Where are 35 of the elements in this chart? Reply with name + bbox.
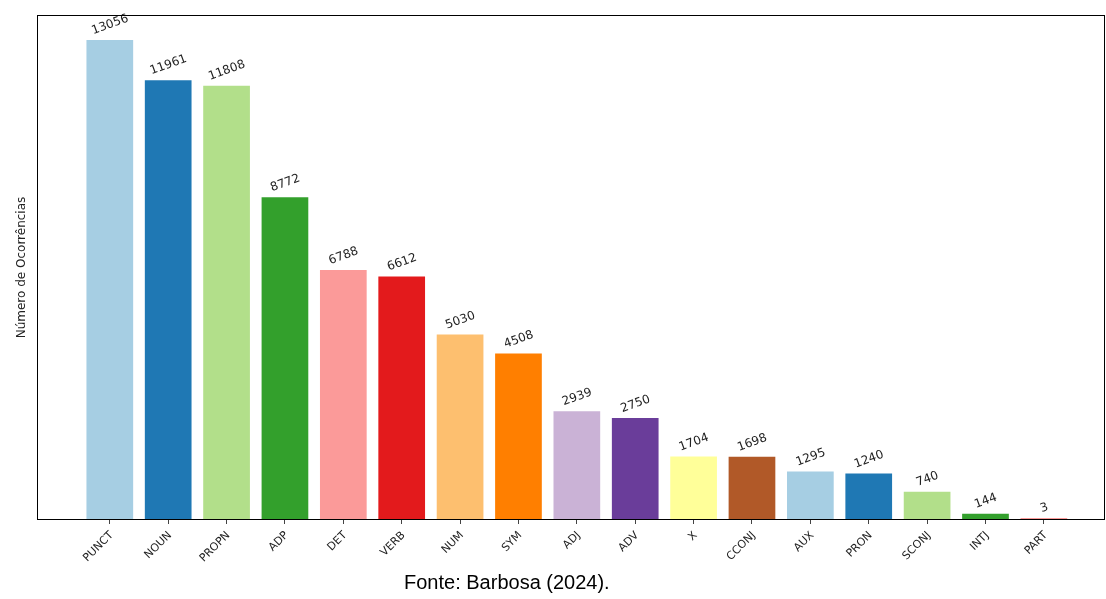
bar	[670, 456, 717, 519]
data-label: 144	[972, 489, 999, 511]
data-label: 4508	[501, 327, 536, 351]
bar	[319, 269, 367, 519]
bar	[203, 85, 250, 519]
data-label: 2939	[560, 384, 594, 409]
data-label: 2750	[618, 391, 652, 416]
bar	[495, 353, 542, 519]
data-label: 740	[913, 467, 941, 489]
y-axis-title: Número de Ocorrências	[14, 196, 29, 339]
bar	[787, 471, 834, 519]
bar	[86, 39, 134, 519]
source-note: Fonte: Barbosa (2024).	[404, 571, 610, 593]
bar	[728, 456, 776, 519]
bar	[436, 334, 484, 519]
data-label: 6788	[326, 243, 361, 267]
x-tick-label: X	[685, 528, 700, 544]
bar	[144, 80, 192, 519]
data-label: 6612	[384, 249, 419, 274]
data-label: 1698	[735, 430, 769, 454]
bar	[962, 513, 1009, 519]
data-label: 1704	[676, 429, 711, 454]
bar	[903, 491, 951, 519]
data-label: 8772	[268, 170, 302, 195]
bar	[261, 197, 309, 519]
bar	[611, 418, 659, 519]
bar	[845, 473, 893, 519]
data-label: 3	[1037, 499, 1050, 515]
x-tick-label: ADJ	[560, 528, 583, 552]
data-label: 1295	[793, 444, 828, 469]
bar	[553, 411, 601, 519]
bar	[378, 276, 426, 519]
data-label: 5030	[443, 307, 477, 332]
data-label: 11961	[147, 50, 189, 78]
data-label: 1240	[851, 446, 886, 471]
